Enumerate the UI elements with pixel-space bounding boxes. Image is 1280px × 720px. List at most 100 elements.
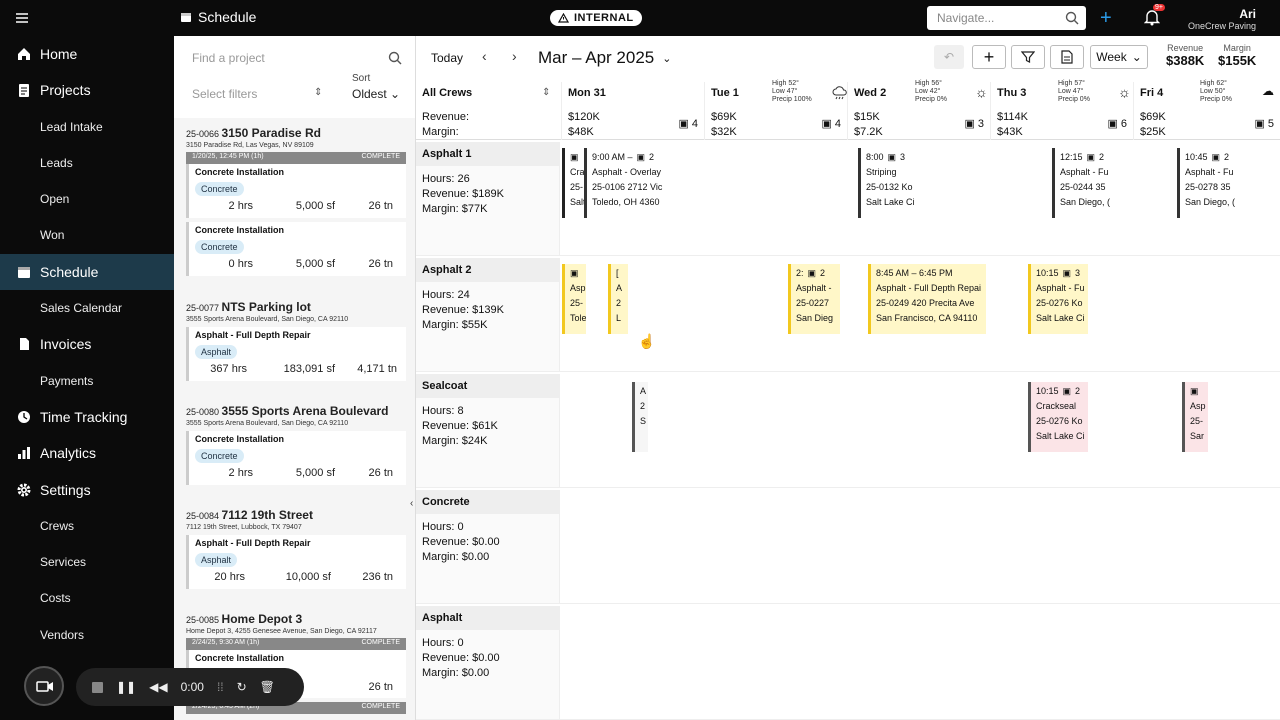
stop-icon[interactable] bbox=[92, 681, 103, 693]
sidebar-item-leads[interactable]: Leads bbox=[40, 156, 73, 170]
search-icon[interactable] bbox=[388, 51, 402, 65]
select-filters-input[interactable]: Select filters bbox=[192, 87, 258, 101]
rewind-icon[interactable]: ◀◀ bbox=[149, 680, 168, 694]
sidebar-item-sales-calendar[interactable]: Sales Calendar bbox=[40, 301, 123, 315]
prev-week-button[interactable]: ‹ bbox=[482, 48, 487, 64]
job-number: 25-0132 Ko bbox=[866, 182, 913, 192]
crew-count: 3 bbox=[977, 117, 984, 130]
job-card[interactable]: A 2 S bbox=[632, 382, 648, 452]
stat-sf: 5,000 sf bbox=[295, 467, 335, 479]
sidebar-item-analytics[interactable]: Analytics bbox=[0, 435, 174, 471]
day-header[interactable]: Mon 31 $120K $48K ▣ 4 bbox=[561, 82, 704, 140]
project-card[interactable]: 25-0080 3555 Sports Arena Boulevard 3555… bbox=[186, 404, 406, 485]
job-card[interactable]: 10:45 ▣ 2 Asphalt - Fu 25-0278 35 San Diego, … bbox=[1177, 148, 1239, 218]
job-card[interactable]: ▣ Asp 25- Tole bbox=[562, 264, 586, 334]
sidebar-item-invoices[interactable]: Invoices bbox=[0, 326, 174, 362]
revenue-row-label: Revenue: bbox=[422, 111, 470, 123]
camera-toggle-button[interactable] bbox=[24, 666, 64, 706]
project-card[interactable]: 25-0084 7112 19th Street 7112 19th Stree… bbox=[186, 508, 406, 589]
service-item[interactable]: Concrete Installation Concrete 2 hrs 5,00… bbox=[186, 164, 406, 218]
crew-count: 6 bbox=[1120, 117, 1127, 130]
sidebar-item-time-tracking[interactable]: Time Tracking bbox=[0, 399, 174, 435]
service-item[interactable]: Asphalt - Full Depth Repair Asphalt 20 h… bbox=[186, 535, 406, 589]
day-header[interactable]: Thu 3 High 56° Low 42° Precip 0% ☼ $114K $4… bbox=[915, 80, 1133, 140]
job-card[interactable]: 10:15 ▣ 2 Crackseal 25-0276 Ko Salt Lake Ci bbox=[1028, 382, 1088, 452]
sidebar-item-won[interactable]: Won bbox=[40, 228, 65, 242]
report-button[interactable] bbox=[1050, 45, 1084, 69]
restart-icon[interactable]: ↻ bbox=[236, 680, 247, 694]
notifications-button[interactable]: 9+ bbox=[1143, 4, 1165, 29]
job-card[interactable]: ▣ Cra 25- Salt bbox=[562, 148, 584, 218]
sidebar-item-vendors[interactable]: Vendors bbox=[40, 628, 85, 642]
sidebar-item-settings[interactable]: Settings bbox=[0, 472, 174, 508]
project-card[interactable]: 25-0077 NTS Parking lot 3555 Sports Aren… bbox=[186, 300, 406, 381]
job-card[interactable]: [A 2 L bbox=[608, 264, 628, 334]
sidebar-label: Home bbox=[40, 46, 78, 62]
crew-label[interactable]: Asphalt Hours: 0 Revenue: $0.00 Margin: $0.… bbox=[416, 606, 560, 719]
day-header[interactable]: Fri 4 High 57° Low 47° Precip 0% ☼ High 62… bbox=[1058, 80, 1280, 140]
sidebar-item-projects[interactable]: Projects bbox=[0, 72, 174, 108]
add-button[interactable]: + bbox=[972, 45, 1006, 69]
service-item[interactable]: Concrete Installation Concrete 2 hrs 5,00… bbox=[186, 431, 406, 485]
day-header[interactable]: Wed 2 High 52° Low 47° Precip 100% $15K $7.… bbox=[772, 80, 990, 140]
job-card[interactable]: 8:45 AM – 6:45 PM Asphalt - Full Depth Re… bbox=[868, 264, 986, 334]
crew-count: 4 bbox=[834, 117, 841, 130]
view-select[interactable]: Week ⌄ bbox=[1090, 45, 1148, 69]
all-crews-select[interactable]: All Crews bbox=[422, 87, 473, 99]
service-item[interactable]: Asphalt - Full Depth Repair Asphalt 367 … bbox=[186, 327, 406, 381]
collapse-panel-button[interactable]: ‹ bbox=[410, 498, 414, 509]
create-new-button[interactable]: + bbox=[1100, 7, 1112, 29]
schedule-date: 1/20/25, 12:45 PM (1h) bbox=[192, 153, 264, 160]
gear-icon bbox=[17, 483, 31, 497]
stat-hours: 0 hrs bbox=[228, 258, 253, 270]
total-revenue-value: $388K bbox=[1166, 53, 1205, 68]
sidebar-item-payments[interactable]: Payments bbox=[40, 374, 94, 388]
job-header: 2: ▣ 2 bbox=[796, 266, 835, 281]
next-week-button[interactable]: › bbox=[512, 48, 517, 64]
job-card[interactable]: 2: ▣ 2 Asphalt - 25-0227 San Dieg bbox=[788, 264, 840, 334]
crew-badge-icon: ▣ bbox=[1254, 118, 1265, 130]
sidebar-item-crews[interactable]: Crews bbox=[40, 519, 75, 533]
crew-label[interactable]: Asphalt 2 Hours: 24 Revenue: $139K Margin: … bbox=[416, 258, 560, 371]
job-service: Crackseal bbox=[1036, 401, 1077, 411]
totals-labels: Revenue: Margin: bbox=[422, 110, 469, 140]
drag-handle-icon[interactable]: ⁞⁞ bbox=[216, 680, 224, 694]
crew-badge-icon: ▣ bbox=[821, 118, 832, 130]
day-header[interactable]: Tue 1 $69K $32K ▣ 4 bbox=[704, 82, 847, 140]
filter-button[interactable] bbox=[1011, 45, 1045, 69]
trash-icon[interactable]: 🗑 bbox=[259, 680, 275, 694]
sort-select[interactable]: Oldest ⌄ bbox=[352, 87, 400, 101]
today-button[interactable]: Today bbox=[431, 51, 464, 65]
date-range-select[interactable]: Mar – Apr 2025 ⌄ bbox=[538, 48, 671, 68]
job-card[interactable]: 8:00 ▣ 3 Striping 25-0132 Ko Salt Lake Ci bbox=[858, 148, 922, 218]
day-crew-count: ▣ 4 bbox=[821, 117, 841, 131]
job-number: 25-0276 Ko bbox=[1036, 416, 1083, 426]
job-card[interactable]: ▣ Asp 25- Sar bbox=[1182, 382, 1208, 452]
pause-icon[interactable]: ❚❚ bbox=[116, 680, 137, 694]
sidebar-item-open[interactable]: Open bbox=[40, 192, 70, 206]
sidebar-item-costs[interactable]: Costs bbox=[40, 591, 71, 605]
sidebar-item-home[interactable]: Home bbox=[0, 36, 174, 72]
find-project-input[interactable]: Find a project bbox=[192, 51, 265, 65]
crew-label[interactable]: Asphalt 1 Hours: 26 Revenue: $189K Margin: … bbox=[416, 142, 560, 255]
job-card[interactable]: 12:15 ▣ 2 Asphalt - Fu 25-0244 35 San Diego, … bbox=[1052, 148, 1112, 218]
sidebar-item-lead-intake[interactable]: Lead Intake bbox=[40, 120, 103, 134]
precip-value: 100% bbox=[793, 96, 812, 103]
project-card[interactable]: 25-0066 3150 Paradise Rd 3150 Paradise R… bbox=[186, 126, 406, 276]
crew-label[interactable]: Concrete Hours: 0 Revenue: $0.00 Margin: $0… bbox=[416, 490, 560, 603]
job-card[interactable]: 10:15 ▣ 3 Asphalt - Fu 25-0276 Ko Salt Lake C… bbox=[1028, 264, 1088, 334]
hamburger-menu-icon[interactable] bbox=[14, 10, 30, 26]
user-menu[interactable]: Ari OneCrew Paving bbox=[1188, 7, 1256, 31]
sidebar-item-schedule[interactable]: Schedule bbox=[0, 254, 174, 290]
service-name: Concrete Installation bbox=[195, 225, 285, 235]
crew-label[interactable]: Sealcoat Hours: 8 Revenue: $61K Margin: $24… bbox=[416, 374, 560, 487]
clock-icon bbox=[18, 411, 30, 423]
service-item[interactable]: Concrete Installation Concrete 0 hrs 5,00… bbox=[186, 222, 406, 276]
sidebar-item-services[interactable]: Services bbox=[40, 555, 87, 569]
job-card[interactable]: 9:00 AM – ▣ 2 Asphalt - Overlay 25-0106 2712… bbox=[584, 148, 704, 218]
job-service: Cra bbox=[570, 167, 584, 177]
crew-badge-icon: ▣ bbox=[678, 118, 689, 130]
undo-button[interactable]: ↶ bbox=[934, 45, 964, 69]
navigate-search-input[interactable]: Navigate... bbox=[927, 6, 1086, 30]
day-name: Tue 1 bbox=[711, 87, 739, 99]
